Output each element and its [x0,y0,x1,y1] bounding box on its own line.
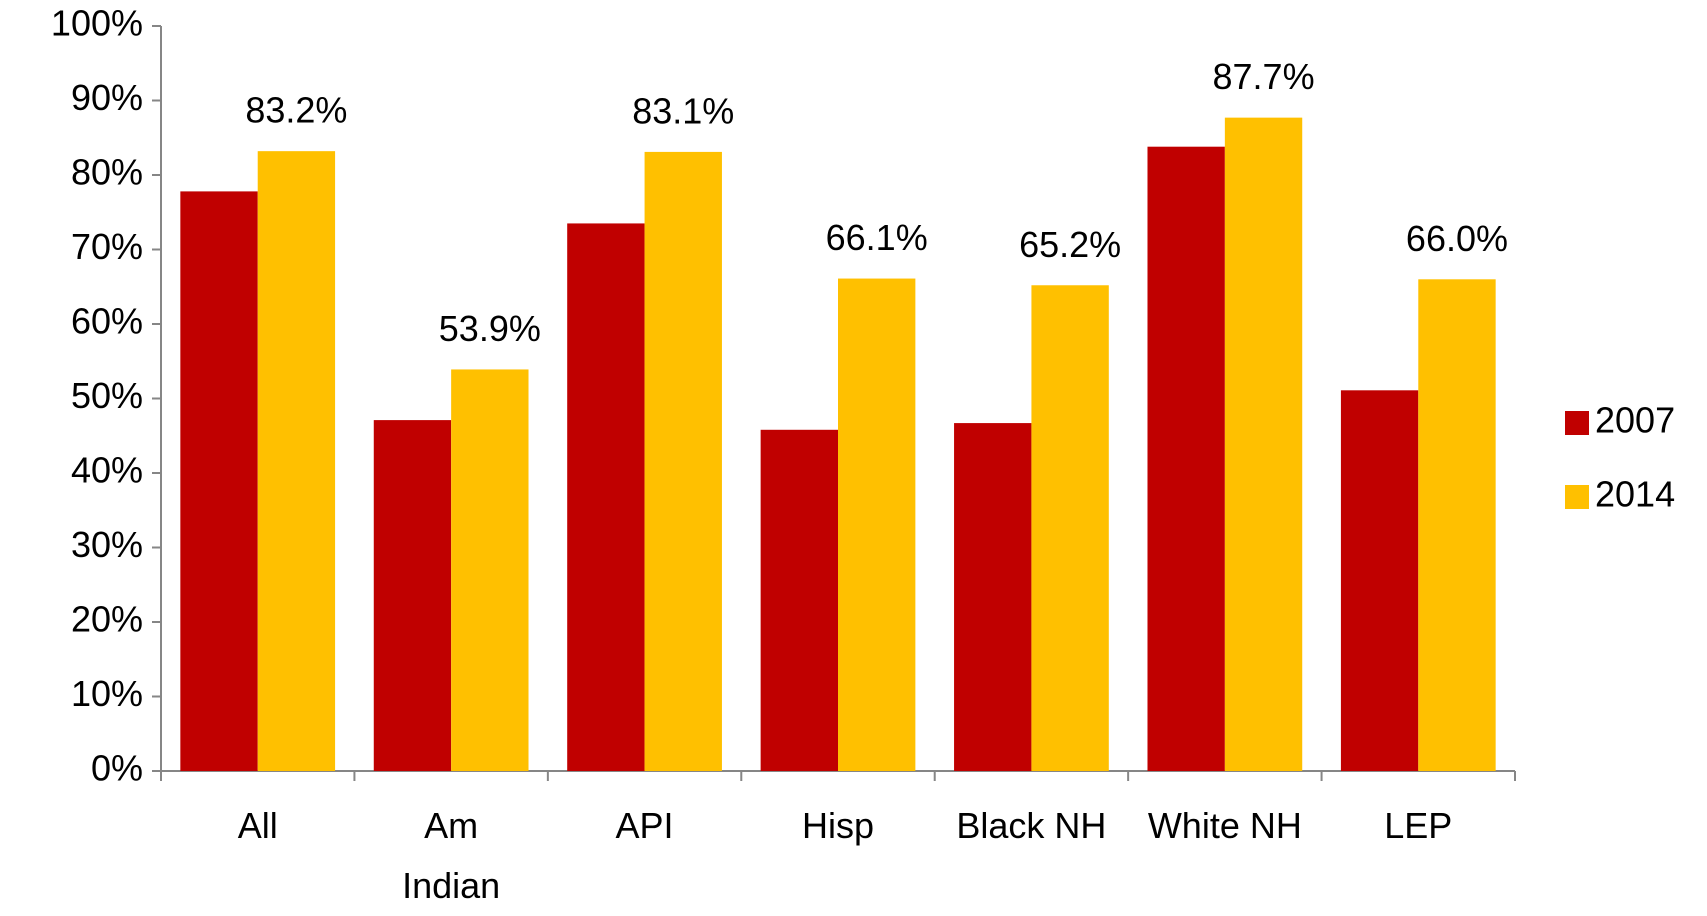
y-tick-label: 10% [71,673,143,714]
bar [1031,285,1109,771]
data-label: 65.2% [1019,224,1121,265]
data-label: 66.0% [1406,218,1508,259]
y-tick-label: 40% [71,450,143,491]
x-tick-label: Am Indian [402,805,501,906]
bar [1340,390,1419,771]
legend-swatch [1565,485,1589,509]
x-tick-label: Black NH [956,805,1107,846]
data-label: 53.9% [439,308,541,349]
y-tick-label: 60% [71,301,143,342]
y-tick-label: 50% [71,375,143,416]
bar [451,369,529,771]
y-tick-label: 0% [91,748,143,789]
bar [838,278,916,771]
bar [257,151,336,771]
x-tick-label: All [237,805,278,846]
data-label: 83.2% [245,90,347,131]
bar [180,191,258,771]
bar [1147,146,1225,771]
x-tick-label: Hisp [801,805,874,846]
legend-label: 2014 [1595,474,1675,515]
data-label: 66.1% [826,217,928,258]
data-label: 87.7% [1213,56,1315,97]
bar [1418,279,1496,771]
bar [567,223,645,772]
x-tick-label: LEP [1384,805,1453,846]
data-label: 83.1% [632,90,734,131]
y-tick-label: 70% [71,226,143,267]
bar [644,151,722,771]
bar [1224,117,1303,771]
y-tick-label: 30% [71,524,143,565]
x-tick-label: White NH [1147,805,1302,846]
bar [954,423,1032,771]
y-tick-label: 100% [51,3,143,44]
legend-label: 2007 [1595,400,1675,441]
bar [760,429,838,771]
y-tick-label: 20% [71,599,143,640]
legend-swatch [1565,411,1589,435]
y-tick-label: 90% [71,77,143,118]
y-tick-label: 80% [71,152,143,193]
bar [373,420,452,771]
x-tick-label: API [615,805,674,846]
